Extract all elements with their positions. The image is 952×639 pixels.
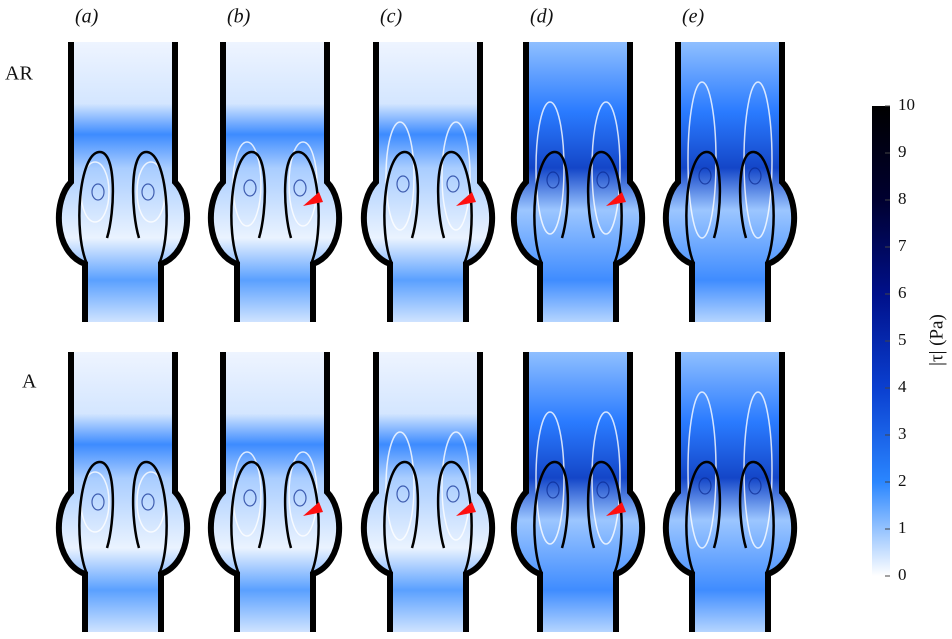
flow-field	[211, 352, 339, 632]
flow-field	[666, 42, 794, 322]
colorbar-tick-label: 10	[898, 95, 915, 114]
flow-field	[514, 352, 642, 632]
column-label: (c)	[380, 6, 403, 28]
colorbar: 0 1 2 3 4 5 6 7 8 9 10 |τ| (Pa)	[872, 95, 947, 584]
flow-panel	[59, 352, 187, 632]
row-label: A	[22, 371, 37, 393]
colorbar-tick-label: 2	[898, 471, 907, 490]
colorbar-tick-label: 1	[898, 518, 907, 537]
flow-field	[514, 42, 642, 322]
colorbar-tick-label: 5	[898, 330, 907, 349]
colorbar-tick-label: 6	[898, 283, 907, 302]
flow-panel	[666, 352, 794, 632]
column-label: (d)	[530, 6, 554, 28]
flow-field	[211, 42, 339, 322]
flow-panel	[364, 42, 492, 322]
panel-grid	[59, 42, 794, 632]
colorbar-tick-label: 0	[898, 565, 907, 584]
flow-panel	[211, 352, 339, 632]
flow-panel	[514, 352, 642, 632]
colorbar-tick-label: 8	[898, 189, 907, 208]
flow-panel	[514, 42, 642, 322]
colorbar-tick-label: 9	[898, 142, 907, 161]
colorbar-tick-label: 4	[898, 377, 907, 396]
flow-field	[666, 352, 794, 632]
flow-panel	[211, 42, 339, 322]
flow-field	[59, 352, 187, 632]
column-label: (e)	[682, 6, 705, 28]
flow-field	[59, 42, 187, 322]
flow-panel	[364, 352, 492, 632]
colorbar-label: |τ| (Pa)	[926, 314, 947, 366]
colorbar-tick-label: 7	[898, 236, 907, 255]
flow-field	[364, 42, 492, 322]
flow-field	[364, 352, 492, 632]
column-label: (b)	[227, 6, 251, 28]
figure: (a) (b) (c) (d) (e) AR A 0 1 2 3 4 5 6 7 8 9 10 |τ| (Pa)	[0, 0, 952, 634]
flow-panel	[666, 42, 794, 322]
flow-panel	[59, 42, 187, 322]
row-label: AR	[5, 63, 33, 85]
column-label: (a)	[75, 6, 99, 28]
colorbar-tick-label: 3	[898, 424, 907, 443]
